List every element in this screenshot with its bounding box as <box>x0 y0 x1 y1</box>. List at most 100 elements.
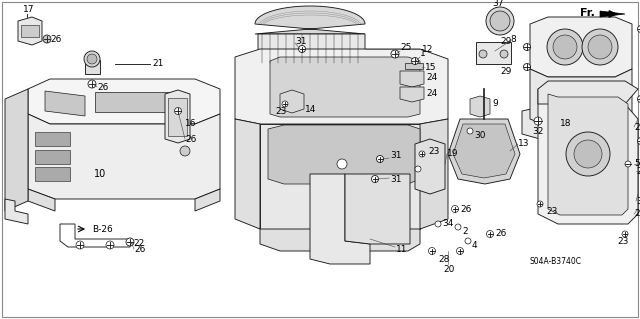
Text: 22: 22 <box>133 239 144 248</box>
Circle shape <box>87 54 97 64</box>
Circle shape <box>588 35 612 59</box>
Circle shape <box>479 50 487 58</box>
Polygon shape <box>415 139 445 194</box>
Circle shape <box>391 50 399 58</box>
Text: 1: 1 <box>420 49 426 58</box>
Circle shape <box>419 151 425 157</box>
Polygon shape <box>453 124 515 178</box>
Polygon shape <box>95 92 185 112</box>
Circle shape <box>625 161 631 167</box>
Polygon shape <box>28 189 55 211</box>
Circle shape <box>553 35 577 59</box>
Text: 26: 26 <box>97 83 108 92</box>
Polygon shape <box>400 71 424 87</box>
Polygon shape <box>522 107 558 139</box>
Text: 32: 32 <box>532 128 544 137</box>
Text: 34: 34 <box>442 219 453 228</box>
Text: 20: 20 <box>443 264 454 273</box>
Text: 26: 26 <box>495 229 506 239</box>
Polygon shape <box>270 57 420 117</box>
Text: 8: 8 <box>510 34 516 43</box>
Polygon shape <box>5 89 28 211</box>
Circle shape <box>490 11 510 31</box>
Text: 16: 16 <box>185 120 196 129</box>
Circle shape <box>298 46 305 53</box>
Circle shape <box>524 43 531 50</box>
Circle shape <box>486 7 514 35</box>
Bar <box>548 81 598 109</box>
Circle shape <box>43 35 51 43</box>
Circle shape <box>88 80 96 88</box>
Polygon shape <box>165 90 190 143</box>
Circle shape <box>76 241 84 249</box>
Circle shape <box>622 231 628 237</box>
Text: 26: 26 <box>50 34 61 43</box>
Polygon shape <box>470 96 490 117</box>
Circle shape <box>566 132 610 176</box>
Text: 18: 18 <box>560 120 572 129</box>
Polygon shape <box>5 199 28 224</box>
Text: Fr.: Fr. <box>580 8 595 18</box>
Polygon shape <box>258 34 365 63</box>
Text: 31: 31 <box>390 152 401 160</box>
Polygon shape <box>268 125 420 184</box>
Text: 11: 11 <box>396 244 408 254</box>
Bar <box>168 98 187 136</box>
Text: 29: 29 <box>500 66 512 76</box>
Polygon shape <box>260 229 420 251</box>
Polygon shape <box>530 17 632 77</box>
Text: 23: 23 <box>428 146 440 155</box>
Polygon shape <box>235 119 260 229</box>
Polygon shape <box>345 174 410 244</box>
Circle shape <box>500 50 508 58</box>
Text: 27: 27 <box>634 210 640 219</box>
Circle shape <box>126 238 134 246</box>
Text: 26: 26 <box>134 244 145 254</box>
Text: 4: 4 <box>472 241 477 249</box>
Text: 10: 10 <box>94 169 106 179</box>
Polygon shape <box>530 69 632 126</box>
Text: 23: 23 <box>617 236 628 246</box>
Polygon shape <box>310 174 370 264</box>
Circle shape <box>371 175 378 182</box>
Bar <box>405 63 423 69</box>
Circle shape <box>524 63 531 70</box>
Text: 24: 24 <box>426 72 437 81</box>
Text: 21: 21 <box>152 60 163 69</box>
Text: B-26: B-26 <box>92 225 113 234</box>
Text: 5: 5 <box>634 160 640 168</box>
Text: 28: 28 <box>438 255 449 263</box>
Circle shape <box>337 159 347 169</box>
Circle shape <box>486 231 493 238</box>
Polygon shape <box>600 11 625 17</box>
Polygon shape <box>35 132 70 146</box>
Polygon shape <box>28 114 220 199</box>
Circle shape <box>84 51 100 67</box>
Polygon shape <box>195 189 220 211</box>
Text: 31: 31 <box>390 174 401 183</box>
Polygon shape <box>538 89 638 224</box>
Circle shape <box>376 155 383 162</box>
Circle shape <box>175 108 182 115</box>
Polygon shape <box>60 224 130 247</box>
Bar <box>476 42 511 64</box>
Text: 24: 24 <box>426 90 437 99</box>
Circle shape <box>106 241 114 249</box>
Text: 19: 19 <box>447 150 458 159</box>
Polygon shape <box>400 87 424 102</box>
Circle shape <box>465 238 471 244</box>
Polygon shape <box>255 6 365 34</box>
Circle shape <box>637 95 640 102</box>
Text: 23: 23 <box>275 107 286 115</box>
Circle shape <box>429 248 435 255</box>
Text: 23: 23 <box>546 206 557 216</box>
Text: 12: 12 <box>422 44 433 54</box>
Circle shape <box>180 146 190 156</box>
Polygon shape <box>448 119 520 184</box>
Bar <box>21 25 39 37</box>
Circle shape <box>451 205 458 212</box>
Text: 13: 13 <box>518 139 529 149</box>
Circle shape <box>415 166 421 172</box>
Polygon shape <box>420 119 448 229</box>
Polygon shape <box>18 17 42 45</box>
